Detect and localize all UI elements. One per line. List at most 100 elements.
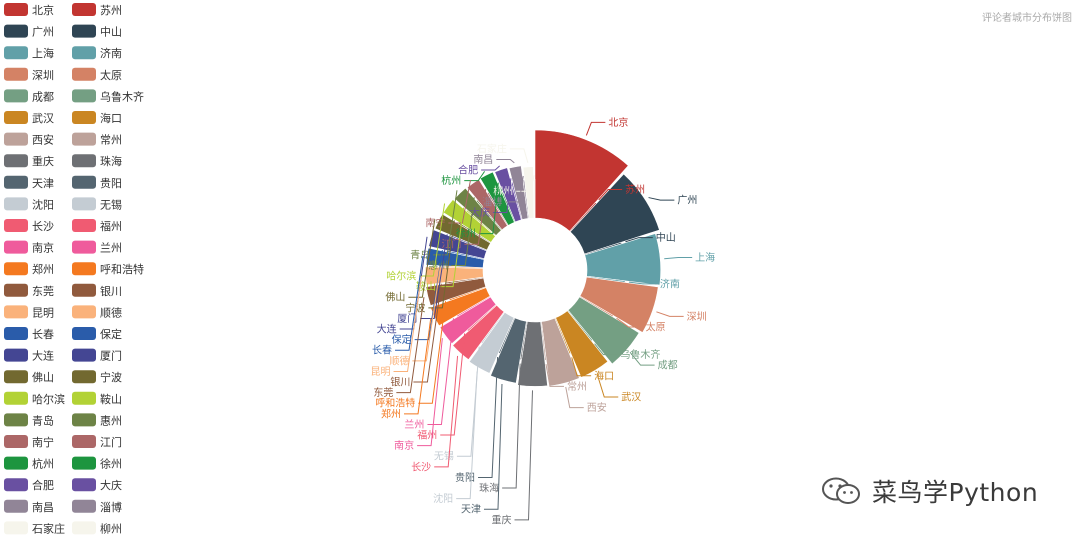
legend-item[interactable]: 南京 — [4, 240, 54, 255]
pie-slice[interactable] — [533, 178, 536, 219]
legend-swatch — [4, 111, 28, 124]
legend-item[interactable]: 海口 — [72, 111, 122, 125]
pie-slice[interactable] — [569, 173, 660, 255]
legend-item[interactable]: 南昌 — [4, 499, 54, 514]
legend-item[interactable]: 珠海 — [72, 154, 122, 168]
label-leader-line — [502, 363, 521, 489]
legend-item[interactable]: 苏州 — [72, 3, 122, 17]
legend-swatch — [4, 283, 28, 297]
legend-item[interactable]: 中山 — [72, 24, 122, 39]
legend-item[interactable]: 宁波 — [72, 370, 122, 384]
slice-label: 佛山 — [385, 291, 405, 304]
legend-item[interactable]: 天津 — [4, 175, 54, 190]
legend-item[interactable]: 杭州 — [4, 456, 54, 471]
legend-item[interactable]: 长春 — [4, 327, 54, 341]
label-leader-line — [664, 257, 693, 260]
label-leader-line — [598, 189, 623, 201]
legend-label: 成都 — [32, 90, 54, 103]
legend-item[interactable]: 西安 — [4, 132, 54, 147]
legend-item[interactable]: 顺德 — [72, 305, 122, 319]
label-leader-line — [628, 281, 657, 285]
legend-item[interactable]: 北京 — [4, 3, 54, 17]
pie-slice[interactable] — [584, 233, 661, 286]
legend-item[interactable]: 郑州 — [4, 262, 54, 276]
legend-item[interactable]: 合肥 — [4, 478, 54, 492]
legend-label: 宁波 — [100, 370, 122, 384]
legend-item[interactable]: 银川 — [72, 283, 122, 298]
slice-label: 青岛 — [410, 248, 430, 261]
slice-label: 杭州 — [441, 174, 461, 187]
legend-item[interactable]: 成都 — [4, 89, 54, 103]
legend-label: 贵阳 — [100, 177, 122, 190]
legend-item[interactable]: 无锡 — [72, 197, 122, 211]
legend-item[interactable]: 兰州 — [72, 240, 122, 255]
legend-item[interactable]: 保定 — [72, 327, 122, 341]
legend-item[interactable]: 大庆 — [72, 478, 122, 492]
label-leader-line — [427, 318, 454, 425]
legend-item[interactable]: 福州 — [72, 219, 122, 233]
legend-swatch — [72, 132, 96, 146]
legend-item[interactable]: 石家庄 — [4, 521, 65, 535]
legend-label: 哈尔滨 — [32, 392, 65, 406]
legend-item[interactable]: 太原 — [72, 67, 122, 82]
slice-label: 郑州 — [381, 407, 401, 420]
slice-label: 太原 — [646, 320, 666, 333]
legend-label: 南昌 — [32, 501, 54, 514]
legend-item[interactable]: 济南 — [72, 46, 122, 60]
legend-item[interactable]: 呼和浩特 — [72, 262, 144, 276]
slice-label: 哈尔滨 — [386, 270, 416, 283]
legend-item[interactable]: 青岛 — [4, 413, 54, 427]
label-leader-line — [404, 318, 432, 415]
pie-slice[interactable] — [534, 129, 629, 232]
legend-item[interactable]: 乌鲁木齐 — [72, 89, 144, 103]
legend-item[interactable]: 南宁 — [4, 435, 54, 449]
label-leader-line — [571, 357, 592, 377]
pie-slice[interactable] — [579, 276, 659, 333]
legend-item[interactable]: 大连 — [4, 348, 54, 363]
label-leader-line — [439, 207, 465, 288]
legend-item[interactable]: 东莞 — [4, 283, 54, 298]
legend-label: 大庆 — [100, 478, 122, 492]
legend-item[interactable]: 哈尔滨 — [4, 391, 65, 406]
legend-item[interactable]: 徐州 — [72, 456, 122, 471]
label-leader-line — [413, 283, 442, 383]
wechat-icon — [822, 477, 860, 504]
slice-label: 济南 — [660, 277, 680, 290]
legend-item[interactable]: 长沙 — [4, 219, 54, 233]
legend-item[interactable]: 昆明 — [4, 305, 54, 319]
legend-item[interactable]: 贵阳 — [72, 175, 122, 190]
legend-item[interactable]: 重庆 — [4, 154, 54, 168]
legend-item[interactable]: 佛山 — [4, 370, 54, 384]
legend-label: 上海 — [32, 46, 54, 60]
legend-label: 银川 — [100, 284, 122, 298]
legend-item[interactable]: 常州 — [72, 132, 122, 147]
legend-label: 无锡 — [100, 197, 122, 211]
legend-label: 广州 — [32, 26, 54, 39]
legend-item[interactable]: 柳州 — [72, 521, 122, 535]
slice-label: 徐州 — [456, 227, 476, 240]
legend-swatch — [4, 46, 28, 60]
legend-item[interactable]: 江门 — [72, 435, 122, 449]
legend-item[interactable]: 沈阳 — [4, 197, 54, 211]
legend-item[interactable]: 淄博 — [72, 499, 122, 514]
legend-item[interactable]: 厦门 — [72, 348, 122, 363]
slice-label: 长沙 — [411, 461, 431, 473]
legend-swatch — [72, 327, 96, 340]
legend-swatch — [72, 262, 96, 276]
legend-item[interactable]: 上海 — [4, 46, 54, 60]
legend-item[interactable]: 鞍山 — [72, 391, 122, 406]
legend-item[interactable]: 武汉 — [4, 111, 54, 125]
legend-item[interactable]: 广州 — [4, 24, 54, 39]
legend-item[interactable]: 惠州 — [72, 413, 122, 427]
legend-swatch — [4, 262, 28, 276]
slice-label: 长春 — [372, 345, 392, 357]
slice-label: 福州 — [417, 429, 437, 442]
legend-item[interactable]: 深圳 — [4, 67, 54, 82]
slice-label: 广州 — [677, 195, 697, 207]
label-leader-line — [440, 333, 466, 436]
legend-swatch — [4, 348, 28, 362]
slice-label: 合肥 — [458, 164, 478, 177]
legend-swatch — [72, 391, 96, 405]
